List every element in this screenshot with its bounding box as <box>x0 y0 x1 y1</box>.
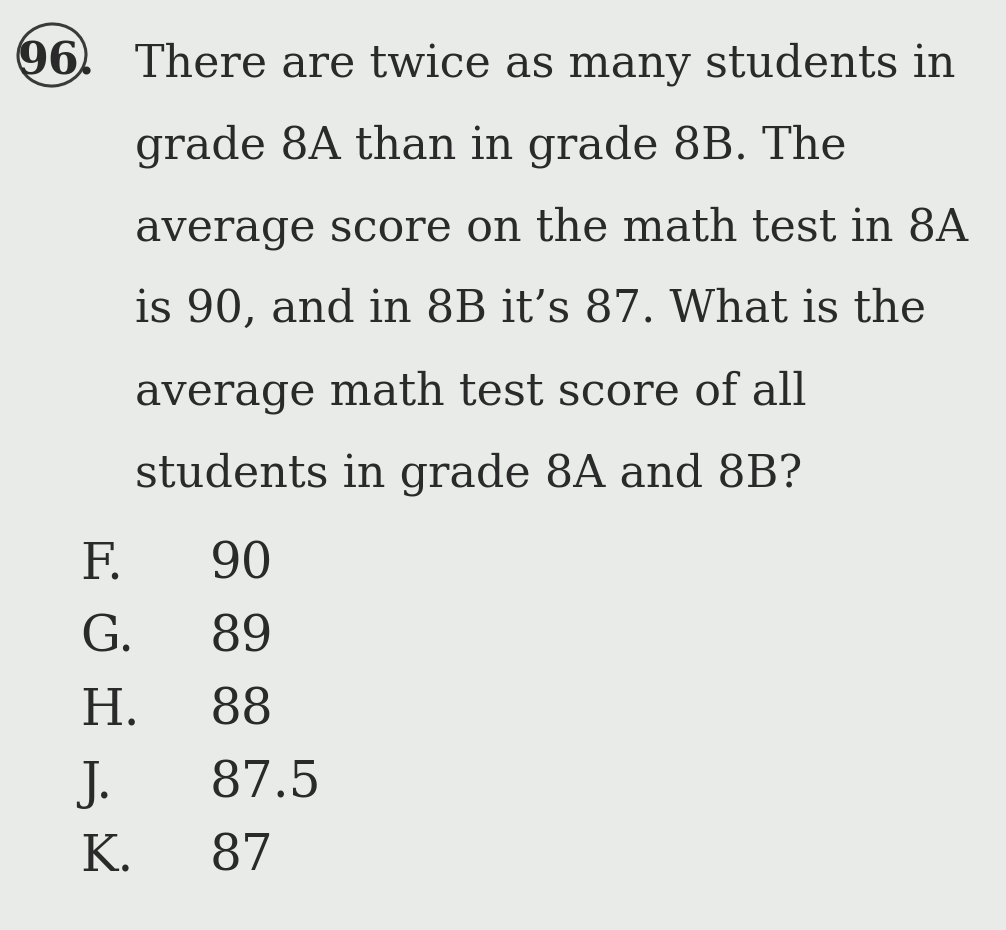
Text: H.: H. <box>80 686 140 736</box>
Text: average score on the math test in 8A: average score on the math test in 8A <box>135 206 968 249</box>
Text: F.: F. <box>80 540 123 590</box>
Text: 88: 88 <box>210 686 274 736</box>
Text: is 90, and in 8B it’s 87. What is the: is 90, and in 8B it’s 87. What is the <box>135 288 927 331</box>
Text: J.: J. <box>80 759 113 809</box>
Text: 96.: 96. <box>18 41 96 84</box>
Text: average math test score of all: average math test score of all <box>135 370 807 414</box>
Text: grade 8A than in grade 8B. The: grade 8A than in grade 8B. The <box>135 124 847 167</box>
Text: There are twice as many students in: There are twice as many students in <box>135 42 956 86</box>
Text: 87: 87 <box>210 832 274 882</box>
Text: 90: 90 <box>210 540 274 590</box>
Text: 89: 89 <box>210 613 274 663</box>
Text: students in grade 8A and 8B?: students in grade 8A and 8B? <box>135 452 802 496</box>
Text: 87.5: 87.5 <box>210 759 322 809</box>
Text: K.: K. <box>80 832 134 882</box>
Text: G.: G. <box>80 613 134 663</box>
